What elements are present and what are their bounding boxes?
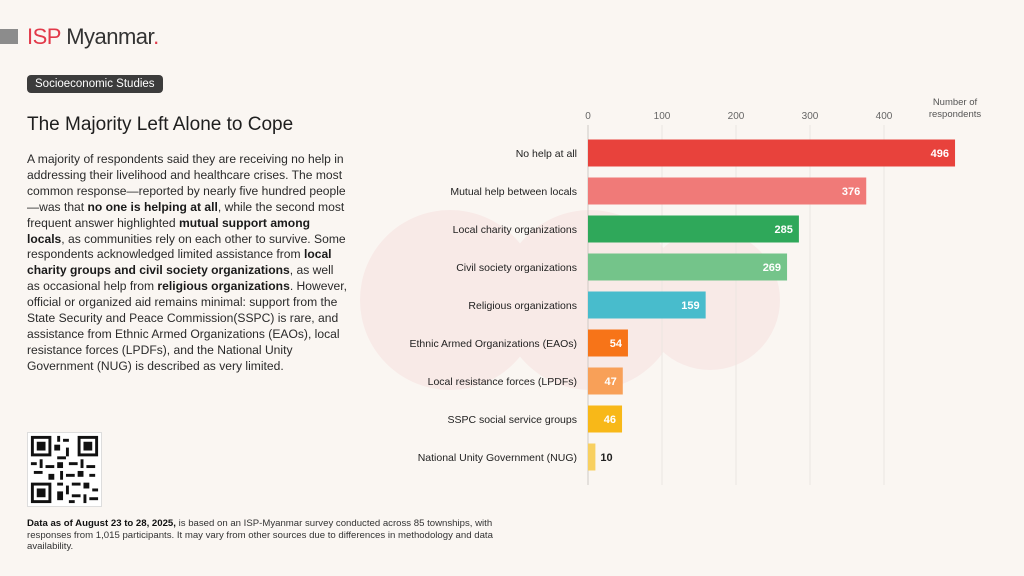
category-label: Mutual help between locals (450, 186, 577, 198)
category-tag: Socioeconomic Studies (27, 75, 163, 93)
data-label: 269 (763, 262, 781, 274)
bar (588, 405, 623, 433)
brand-logo: ISP Myanmar. (27, 24, 159, 50)
category-label: SSPC social service groups (447, 414, 577, 426)
category-label: National Unity Government (NUG) (418, 452, 577, 464)
brand-dot: . (153, 24, 159, 49)
bar (588, 253, 788, 281)
qr-code[interactable] (27, 432, 102, 507)
brand-isp: ISP (27, 24, 61, 49)
category-label: Civil society organizations (456, 262, 577, 274)
data-label: 496 (931, 148, 949, 160)
x-tick-label: 400 (876, 111, 893, 122)
page-title: The Majority Left Alone to Cope (27, 114, 294, 135)
body-paragraph: A majority of respondents said they are … (27, 152, 347, 373)
category-label: Ethnic Armed Organizations (EAOs) (410, 338, 577, 350)
data-label: 10 (600, 452, 612, 464)
x-tick-label: 200 (728, 111, 745, 122)
brand-name: Myanmar (66, 24, 154, 49)
x-tick-label: 100 (654, 111, 671, 122)
category-label: Local resistance forces (LPDFs) (428, 376, 577, 388)
data-label: 47 (605, 376, 617, 388)
bar (588, 443, 596, 471)
x-tick-label: 300 (802, 111, 819, 122)
category-label: Local charity organizations (453, 224, 577, 236)
data-label: 285 (775, 224, 793, 236)
x-tick-label: 0 (585, 111, 591, 122)
axis-title: Number of respondents (928, 97, 982, 120)
bar (588, 367, 623, 395)
data-label: 54 (610, 338, 623, 350)
bar (588, 329, 628, 357)
category-label: Religious organizations (468, 300, 577, 312)
bar (588, 291, 706, 319)
category-label: No help at all (516, 148, 577, 160)
data-label: 376 (842, 186, 860, 198)
bar (588, 139, 956, 167)
logo-bar (0, 29, 18, 44)
data-label: 159 (681, 300, 699, 312)
bar (588, 215, 799, 243)
bar (588, 177, 867, 205)
footer-note: Data as of August 23 to 28, 2025, is bas… (27, 518, 493, 553)
data-label: 46 (604, 414, 616, 426)
